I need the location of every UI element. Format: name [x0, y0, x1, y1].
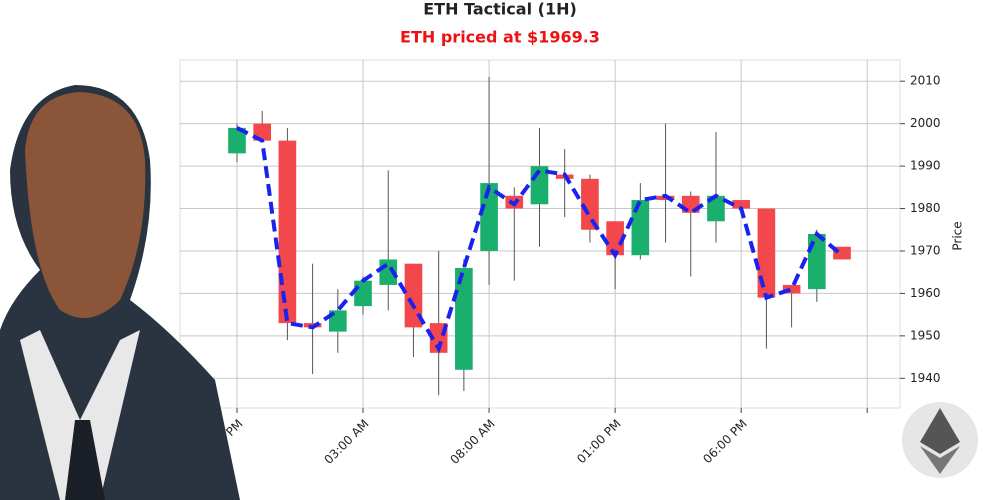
candle-body — [782, 284, 801, 294]
y-tick-label: 2000 — [910, 116, 941, 130]
y-tick-label: 1990 — [910, 159, 941, 173]
y-tick-label: 2010 — [910, 74, 941, 88]
plot-frame — [179, 59, 901, 409]
candle-body — [707, 195, 725, 222]
candle-body — [480, 183, 498, 251]
plot-area: 1940195019601970198019902000201010:00 PM… — [179, 59, 941, 467]
candle-body — [631, 200, 650, 256]
y-tick-label: 1940 — [910, 371, 941, 385]
candle-body — [354, 280, 372, 307]
candle-body — [581, 178, 599, 230]
candle-body — [807, 234, 826, 290]
candle-body — [228, 127, 246, 154]
x-tick-label: 01:00 PM — [574, 417, 623, 466]
candle-body — [732, 200, 750, 209]
trend-line — [236, 126, 844, 354]
y-tick-label: 1960 — [910, 286, 941, 300]
candle-body — [278, 140, 297, 324]
y-tick-label: 1950 — [910, 328, 941, 342]
candle-body — [606, 221, 624, 256]
y-axis-label: Price — [951, 221, 965, 250]
eth-logo — [902, 402, 978, 478]
chart-subtitle: ETH priced at $1969.3 — [400, 28, 600, 47]
y-tick-label: 1980 — [910, 201, 941, 215]
candle-body — [757, 208, 776, 298]
candle-body — [404, 263, 423, 328]
x-tick-label: 06:00 PM — [700, 417, 749, 466]
y-tick-label: 1970 — [910, 243, 941, 257]
chart-title: ETH Tactical (1H) — [423, 0, 577, 19]
avatar — [0, 85, 240, 500]
candle-body — [455, 267, 473, 370]
x-tick-label: 08:00 AM — [447, 417, 497, 467]
x-tick-label: 03:00 AM — [321, 417, 371, 467]
